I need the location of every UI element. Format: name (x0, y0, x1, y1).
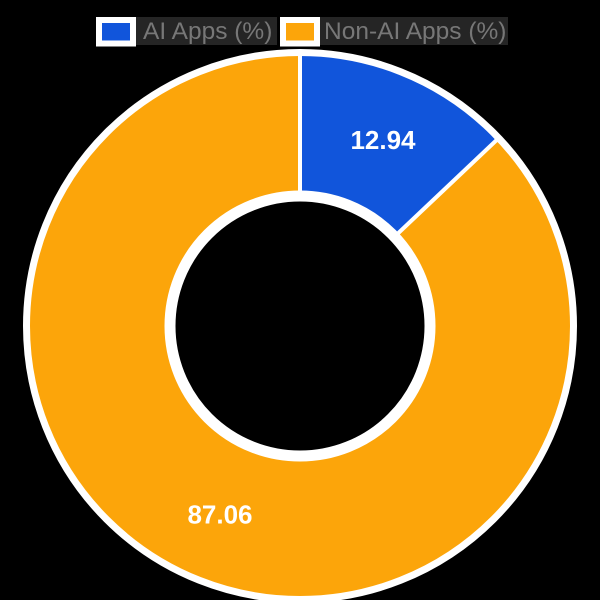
svg-text:87.06: 87.06 (187, 500, 252, 530)
svg-text:12.94: 12.94 (350, 125, 416, 155)
svg-text:Non-AI Apps (%): Non-AI Apps (%) (324, 18, 506, 45)
svg-text:AI Apps (%): AI Apps (%) (143, 18, 272, 45)
